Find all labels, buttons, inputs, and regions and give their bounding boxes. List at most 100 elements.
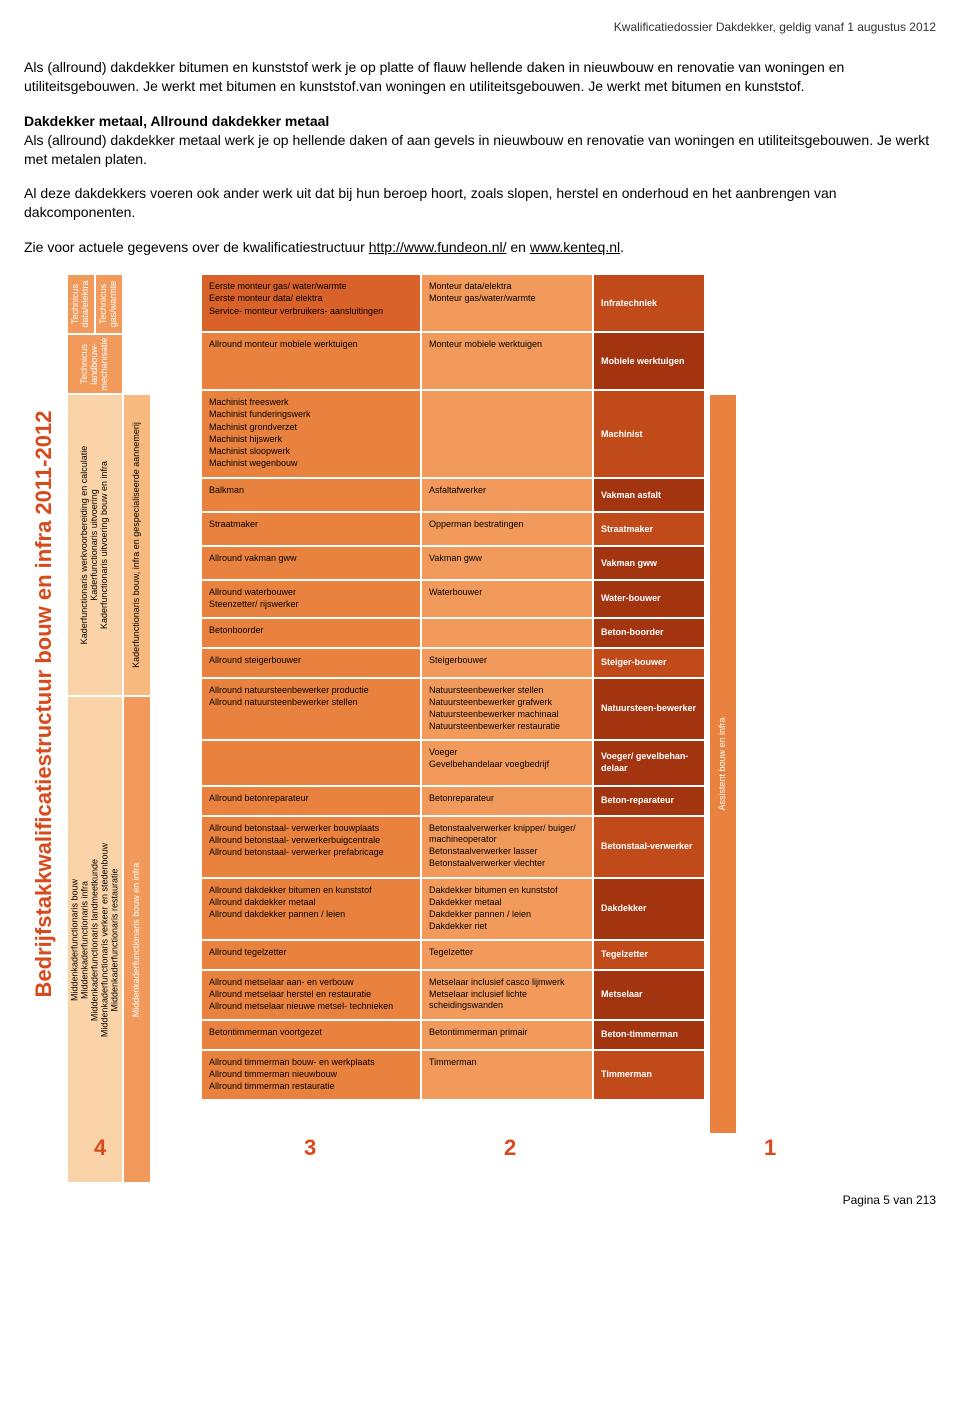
table-row: Allround dakdekker bitumen en kunststofA…: [202, 879, 894, 941]
col-dossier: Betonstaal-verwerker: [594, 817, 704, 877]
col-level-3: Eerste monteur gas/ water/warmteEerste m…: [202, 275, 422, 331]
col-dossier: Mobiele werktuigen: [594, 333, 704, 389]
col-level-3: Allround tegelzetter: [202, 941, 422, 969]
col-level-2: Asfaltafwerker: [422, 479, 594, 511]
col-level-3: Straatmaker: [202, 513, 422, 545]
col-level-2: Timmerman: [422, 1051, 594, 1099]
table-row: Betonboorder Beton-boorder: [202, 619, 894, 649]
level-2: 2: [504, 1135, 516, 1161]
col-level-3: Allround timmerman bouw- en werkplaatsAl…: [202, 1051, 422, 1099]
col-level-2: [422, 391, 594, 477]
col-dossier: Timmerman: [594, 1051, 704, 1099]
table-row: Allround waterbouwerSteenzetter/ rijswer…: [202, 581, 894, 619]
col-level-2: Monteur mobiele werktuigen: [422, 333, 594, 389]
table-row: Eerste monteur gas/ water/warmteEerste m…: [202, 275, 894, 333]
table-row: Allround metselaar aan- en verbouwAllrou…: [202, 971, 894, 1021]
table-row: Allround monteur mobiele werktuigenMonte…: [202, 333, 894, 391]
left-band: Technicusdata/elektra: [68, 275, 94, 333]
col-dossier: Machinist: [594, 391, 704, 477]
col-dossier: Voeger/ gevelbehan-delaar: [594, 741, 704, 785]
left-band: Middenkaderfunctionaris bouw en infra: [124, 697, 150, 1182]
col-level-3: Allround betonreparateur: [202, 787, 422, 815]
link-fundeon[interactable]: http://www.fundeon.nl/: [369, 239, 507, 255]
level-4: 4: [94, 1135, 106, 1161]
table-row: Allround natuursteenbewerker productieAl…: [202, 679, 894, 741]
col-level-2: Vakman gww: [422, 547, 594, 579]
col-level-2: VoegerGevelbehandelaar voegbedrijf: [422, 741, 594, 785]
col-dossier: Dakdekker: [594, 879, 704, 939]
para-1: Als (allround) dakdekker bitumen en kuns…: [24, 58, 936, 96]
level-1: 1: [764, 1135, 776, 1161]
link-kenteq[interactable]: www.kenteq.nl: [530, 239, 620, 255]
col-dossier: Tegelzetter: [594, 941, 704, 969]
col-level-2: Metselaar inclusief casco lijmwerkMetsel…: [422, 971, 594, 1019]
col-level-2: Opperman bestratingen: [422, 513, 594, 545]
para-2: Dakdekker metaal, Allround dakdekker met…: [24, 112, 936, 169]
table-row: Allround timmerman bouw- en werkplaatsAl…: [202, 1051, 894, 1101]
table-row: Betontimmerman voortgezetBetontimmerman …: [202, 1021, 894, 1051]
col-level-3: Betontimmerman voortgezet: [202, 1021, 422, 1049]
table-row: BalkmanAsfaltafwerkerVakman asfalt: [202, 479, 894, 513]
doc-header: Kwalificatiedossier Dakdekker, geldig va…: [24, 20, 936, 34]
col-level-3: Allround waterbouwerSteenzetter/ rijswer…: [202, 581, 422, 617]
table-row: StraatmakerOpperman bestratingenStraatma…: [202, 513, 894, 547]
col-level-3: Betonboorder: [202, 619, 422, 647]
col-dossier: Steiger-bouwer: [594, 649, 704, 677]
col-level-3: Allround monteur mobiele werktuigen: [202, 333, 422, 389]
col-level-2: Steigerbouwer: [422, 649, 594, 677]
table-row: VoegerGevelbehandelaar voegbedrijfVoeger…: [202, 741, 894, 787]
qualification-structure-diagram: Bedrijfstakkwalificatiestructuur bouw en…: [24, 275, 894, 1133]
para-4b: en: [510, 239, 529, 255]
col-dossier: Water-bouwer: [594, 581, 704, 617]
left-band: Middenkaderfunctionaris bouwMiddenkaderf…: [68, 697, 122, 1182]
col-level-3: Machinist freeswerkMachinist funderingsw…: [202, 391, 422, 477]
col-level-2: Natuursteenbewerker stellenNatuursteenbe…: [422, 679, 594, 739]
col-level-3: Allround betonstaal- verwerker bouwplaat…: [202, 817, 422, 877]
table-row: Machinist freeswerkMachinist funderingsw…: [202, 391, 894, 479]
col-dossier: Vakman gww: [594, 547, 704, 579]
col-dossier: Beton-timmerman: [594, 1021, 704, 1049]
level-labels: 4 3 2 1: [24, 1135, 894, 1161]
left-band: Technicusgas/warmte: [96, 275, 122, 333]
left-band: Kaderfunctionaris werkvoorbereiding en c…: [68, 395, 122, 695]
para-4a: Zie voor actuele gegevens over de kwalif…: [24, 239, 369, 255]
col-assistant: Assistent bouw en infra: [710, 395, 736, 1133]
level-3: 3: [304, 1135, 316, 1161]
qualification-grid: Eerste monteur gas/ water/warmteEerste m…: [202, 275, 894, 1101]
col-dossier: Straatmaker: [594, 513, 704, 545]
col-level-3: [202, 741, 422, 785]
para-4: Zie voor actuele gegevens over de kwalif…: [24, 238, 936, 257]
col-dossier: Beton-boorder: [594, 619, 704, 647]
left-band: Technicuslandbouw-mechanisatie: [68, 335, 122, 393]
table-row: Allround betonstaal- verwerker bouwplaat…: [202, 817, 894, 879]
table-row: Allround tegelzetterTegelzetterTegelzett…: [202, 941, 894, 971]
col-dossier: Beton-reparateur: [594, 787, 704, 815]
diagram-title-text: Bedrijfstakkwalificatiestructuur bouw en…: [31, 411, 57, 998]
col-level-2: Tegelzetter: [422, 941, 594, 969]
col-level-2: Monteur data/elektraMonteur gas/water/wa…: [422, 275, 594, 331]
col-level-2: Waterbouwer: [422, 581, 594, 617]
para-2-title: Dakdekker metaal, Allround dakdekker met…: [24, 113, 329, 129]
table-row: Allround vakman gwwVakman gwwVakman gww: [202, 547, 894, 581]
col-dossier: Vakman asfalt: [594, 479, 704, 511]
col-level-2: Dakdekker bitumen en kunststofDakdekker …: [422, 879, 594, 939]
col-level-3: Allround vakman gww: [202, 547, 422, 579]
col-level-3: Allround natuursteenbewerker productieAl…: [202, 679, 422, 739]
table-row: Allround betonreparateurBetonreparateurB…: [202, 787, 894, 817]
col-dossier: Metselaar: [594, 971, 704, 1019]
col-level-2: Betontimmerman primair: [422, 1021, 594, 1049]
diagram-title: Bedrijfstakkwalificatiestructuur bouw en…: [24, 275, 64, 1133]
col-level-3: Allround metselaar aan- en verbouwAllrou…: [202, 971, 422, 1019]
col-level-3: Allround dakdekker bitumen en kunststofA…: [202, 879, 422, 939]
col-dossier: Natuursteen-bewerker: [594, 679, 704, 739]
page-footer: Pagina 5 van 213: [24, 1193, 936, 1207]
col-level-3: Allround steigerbouwer: [202, 649, 422, 677]
left-band: Kaderfunctionaris bouw, infra en gespeci…: [124, 395, 150, 695]
col-level-2: [422, 619, 594, 647]
col-level-2: Betonstaalverwerker knipper/ buiger/ mac…: [422, 817, 594, 877]
para-2-body: Als (allround) dakdekker metaal werk je …: [24, 132, 929, 167]
para-3: Al deze dakdekkers voeren ook ander werk…: [24, 184, 936, 222]
col-level-3: Balkman: [202, 479, 422, 511]
para-4c: .: [620, 239, 624, 255]
col-dossier: Infratechniek: [594, 275, 704, 331]
